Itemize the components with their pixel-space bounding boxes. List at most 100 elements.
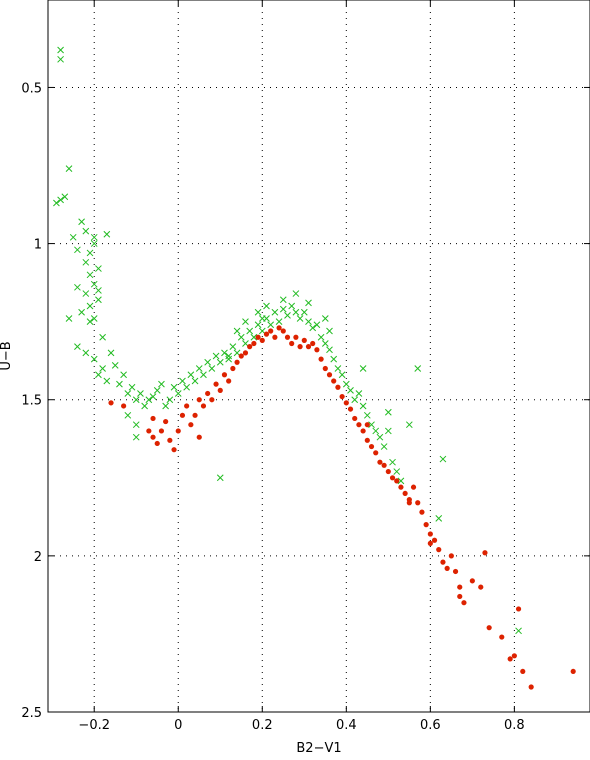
dot-point [373,450,379,456]
cross-point [275,318,283,326]
dot-point [280,328,286,334]
dot-point [150,434,156,440]
cross-point [82,258,90,266]
dot-point [259,337,265,343]
cross-point [99,333,106,341]
dot-point [364,437,370,443]
cross-point [305,299,312,307]
cross-point [363,411,371,419]
cross-point [95,371,102,379]
dot-point [360,428,366,434]
dot-point [415,500,421,506]
cross-point [393,468,401,475]
cross-point [326,327,333,335]
dot-point [347,406,354,412]
cross-point [90,355,98,363]
dot-point [377,459,383,465]
cross-point [246,327,254,335]
cross-point [74,283,81,291]
cross-point [279,296,287,304]
cross-point [95,287,102,294]
cross-point [90,280,98,288]
dot-point [276,325,282,331]
dot-point [389,475,396,481]
cross-point [250,333,258,341]
x-tick-label: 0 [174,718,182,733]
cross-point [334,365,342,372]
cross-point [116,380,123,388]
dot-point [398,484,404,490]
dot-point [352,415,358,422]
cross-point [95,265,102,272]
cross-point [103,230,111,238]
cross-point [57,55,64,63]
cross-point [384,408,392,416]
cross-point [162,402,169,410]
dot-point [520,668,526,675]
dot-point [268,328,274,334]
cross-point [271,308,279,316]
dot-point [457,593,463,600]
cross-point [149,393,157,400]
cross-point [86,302,94,310]
cross-point [355,390,363,397]
cross-point [212,352,220,360]
cross-point [132,396,140,404]
dot-point [154,440,160,447]
cross-point [321,340,329,347]
dot-point [238,353,244,359]
dot-point [213,381,219,387]
tick-labels: −0.2 0 0.2 0.4 0.6 0.8 0.5 1 1.5 2 2.5 [21,0,590,733]
dot-point [188,422,194,428]
dot-point [457,584,463,590]
cross-point [53,199,60,207]
cross-point [145,396,153,404]
dot-point [364,422,370,428]
dot-point [179,412,186,418]
dot-point [217,387,223,393]
cross-point [384,427,392,435]
dot-point [289,340,295,347]
cross-point [225,355,233,363]
dot-point [196,434,202,440]
cross-point [237,333,245,341]
cross-point [321,315,329,322]
cross-point [95,296,102,304]
dot-point [184,403,190,409]
dot-point [381,462,387,468]
dot-point [427,540,433,546]
cross-point [86,271,94,279]
cross-point [74,246,81,254]
dot-point [461,600,467,606]
dot-point [121,403,127,409]
cross-point [233,327,241,335]
dot-point [163,418,169,425]
cross-point [389,458,396,466]
dot-point [167,437,173,443]
cross-point [57,46,64,54]
cross-point [111,362,119,369]
cross-point [82,290,90,297]
cross-point [254,321,262,329]
dot-point [385,468,391,475]
cross-point [397,477,405,485]
dot-point [356,422,362,428]
dot-point [406,500,412,506]
x-tick-label: 0.2 [252,718,273,733]
dot-point [410,484,417,490]
dot-point [305,344,312,350]
dot-point [452,568,459,575]
dot-point [200,403,207,409]
cross-point [61,193,69,201]
dot-point [272,334,278,340]
dot-point [146,428,152,434]
x-tick-label: −0.2 [78,718,110,733]
dot-point [570,668,576,675]
dot-point [310,340,316,347]
cross-point [300,308,308,316]
y-tick-label: 0.5 [21,81,42,96]
cross-point [191,377,199,385]
cross-point [99,365,106,372]
dot-point [175,428,181,434]
dot-point [221,372,228,378]
